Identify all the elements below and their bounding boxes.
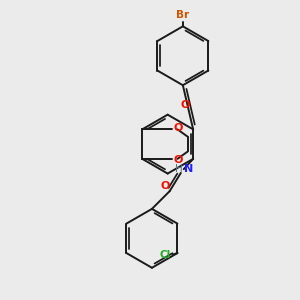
Text: O: O [181,100,190,110]
Text: Br: Br [176,10,189,20]
Text: O: O [160,181,170,191]
Text: O: O [173,123,182,133]
Text: O: O [173,155,182,165]
Text: H: H [175,164,182,174]
Text: N: N [184,164,193,174]
Text: Cl: Cl [160,250,171,260]
